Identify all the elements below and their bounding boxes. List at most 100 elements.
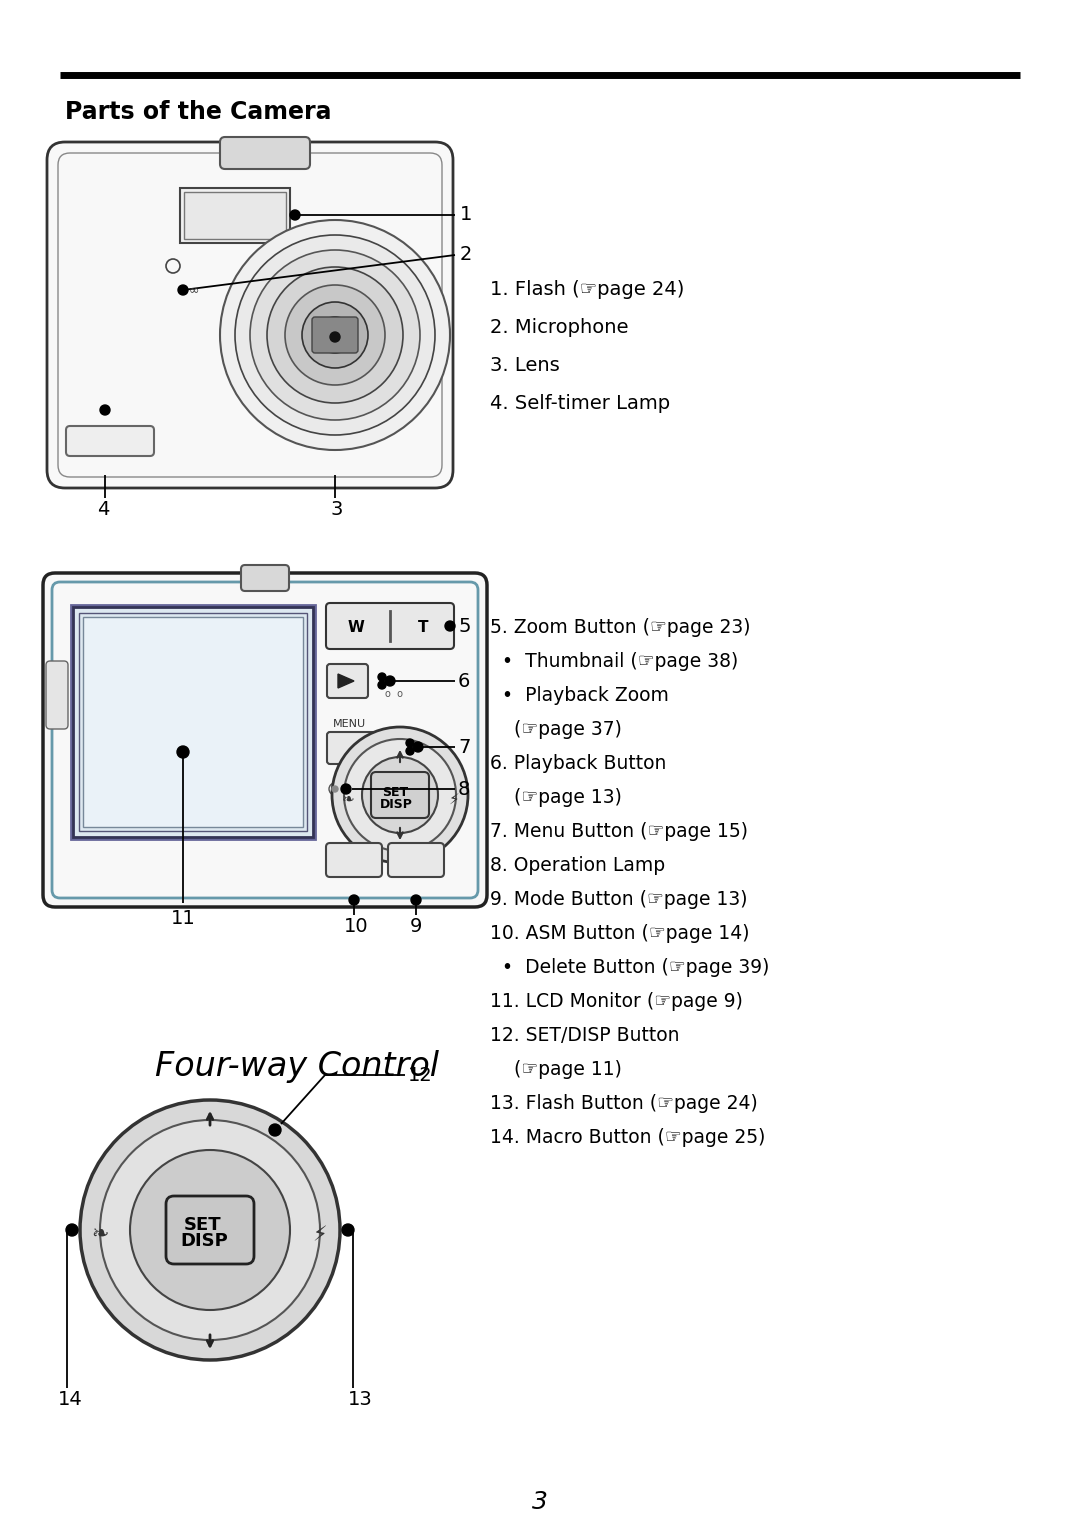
FancyBboxPatch shape (312, 318, 357, 353)
Circle shape (345, 739, 456, 851)
FancyBboxPatch shape (327, 664, 368, 698)
Text: ⚡: ⚡ (448, 791, 459, 806)
Text: DISP: DISP (380, 799, 413, 811)
Bar (73, 608, 313, 837)
Circle shape (220, 220, 450, 450)
Circle shape (80, 1099, 340, 1361)
Text: 8: 8 (458, 780, 471, 799)
Text: •  Delete Button (☞page 39): • Delete Button (☞page 39) (490, 957, 769, 977)
Circle shape (406, 747, 414, 754)
Text: 5: 5 (458, 617, 471, 637)
FancyBboxPatch shape (43, 573, 487, 907)
Circle shape (178, 286, 188, 295)
FancyBboxPatch shape (48, 142, 453, 489)
Circle shape (445, 621, 455, 631)
Text: 3: 3 (330, 499, 342, 519)
Text: 4. Self-timer Lamp: 4. Self-timer Lamp (490, 394, 670, 412)
Text: ∞: ∞ (189, 284, 200, 296)
Text: DISP: DISP (180, 1232, 228, 1251)
Circle shape (249, 250, 420, 420)
Circle shape (384, 676, 395, 686)
Bar (79, 612, 307, 831)
FancyBboxPatch shape (326, 603, 454, 649)
Circle shape (318, 318, 353, 353)
Circle shape (66, 1225, 78, 1235)
Text: (☞page 11): (☞page 11) (490, 1060, 622, 1080)
Circle shape (269, 1124, 281, 1136)
FancyBboxPatch shape (46, 661, 68, 728)
Text: ❧: ❧ (91, 1225, 109, 1245)
Text: 10. ASM Button (☞page 14): 10. ASM Button (☞page 14) (490, 924, 750, 944)
Text: 13: 13 (348, 1390, 373, 1409)
Text: (☞page 13): (☞page 13) (490, 788, 622, 806)
Circle shape (329, 783, 341, 796)
FancyBboxPatch shape (220, 137, 310, 169)
Circle shape (411, 895, 421, 906)
Text: 1. Flash (☞page 24): 1. Flash (☞page 24) (490, 279, 685, 299)
Circle shape (342, 1225, 354, 1235)
Bar (180, 188, 291, 243)
Text: W: W (348, 620, 365, 635)
Circle shape (100, 405, 110, 415)
Text: 5. Zoom Button (☞page 23): 5. Zoom Button (☞page 23) (490, 618, 751, 637)
Text: 7: 7 (458, 738, 471, 757)
FancyBboxPatch shape (326, 843, 382, 876)
Text: (☞page 37): (☞page 37) (490, 721, 622, 739)
Text: 2. Microphone: 2. Microphone (490, 318, 629, 337)
Text: Four-way Control: Four-way Control (156, 1051, 438, 1083)
Text: 11: 11 (171, 909, 195, 928)
Text: T: T (418, 620, 429, 635)
Text: 14. Macro Button (☞page 25): 14. Macro Button (☞page 25) (490, 1128, 766, 1147)
Text: 13. Flash Button (☞page 24): 13. Flash Button (☞page 24) (490, 1093, 758, 1113)
Circle shape (267, 267, 403, 403)
Text: •  Thumbnail (☞page 38): • Thumbnail (☞page 38) (490, 652, 739, 670)
Text: ⚡: ⚡ (313, 1225, 327, 1245)
Text: 10: 10 (345, 918, 368, 936)
Text: ❧: ❧ (341, 791, 354, 806)
Text: Parts of the Camera: Parts of the Camera (65, 99, 332, 124)
Circle shape (341, 783, 351, 794)
FancyBboxPatch shape (327, 731, 399, 764)
FancyBboxPatch shape (241, 565, 289, 591)
Circle shape (285, 286, 384, 385)
Bar (83, 617, 303, 828)
Circle shape (235, 235, 435, 435)
Text: SET: SET (184, 1215, 221, 1234)
Circle shape (332, 727, 468, 863)
Circle shape (378, 673, 386, 681)
Circle shape (166, 260, 180, 273)
Circle shape (130, 1150, 291, 1310)
Circle shape (378, 681, 386, 689)
Text: 11. LCD Monitor (☞page 9): 11. LCD Monitor (☞page 9) (490, 993, 743, 1011)
Bar (184, 192, 286, 240)
Text: •  Playback Zoom: • Playback Zoom (490, 686, 669, 705)
Text: SET: SET (382, 786, 408, 799)
Circle shape (406, 739, 414, 747)
FancyBboxPatch shape (388, 843, 444, 876)
Text: 3. Lens: 3. Lens (490, 356, 559, 376)
Circle shape (332, 786, 338, 793)
Text: 7. Menu Button (☞page 15): 7. Menu Button (☞page 15) (490, 822, 748, 841)
Text: 9: 9 (410, 918, 422, 936)
Circle shape (177, 747, 189, 757)
Text: 12. SET/DISP Button: 12. SET/DISP Button (490, 1026, 679, 1044)
FancyBboxPatch shape (66, 426, 154, 457)
Text: MENU: MENU (333, 719, 366, 728)
Circle shape (302, 302, 368, 368)
Text: 3: 3 (532, 1490, 548, 1513)
Circle shape (349, 895, 359, 906)
Circle shape (291, 211, 300, 220)
Text: 8. Operation Lamp: 8. Operation Lamp (490, 857, 665, 875)
Polygon shape (338, 673, 354, 689)
Bar (71, 605, 315, 838)
Text: 14: 14 (58, 1390, 83, 1409)
Text: 12: 12 (408, 1066, 433, 1086)
Circle shape (362, 757, 438, 834)
Text: 4: 4 (97, 499, 109, 519)
Text: o  o: o o (384, 689, 403, 699)
Text: 6: 6 (458, 672, 471, 692)
FancyBboxPatch shape (372, 773, 429, 818)
Text: 9. Mode Button (☞page 13): 9. Mode Button (☞page 13) (490, 890, 747, 909)
Text: 1: 1 (460, 205, 472, 224)
Text: 2: 2 (460, 244, 472, 264)
